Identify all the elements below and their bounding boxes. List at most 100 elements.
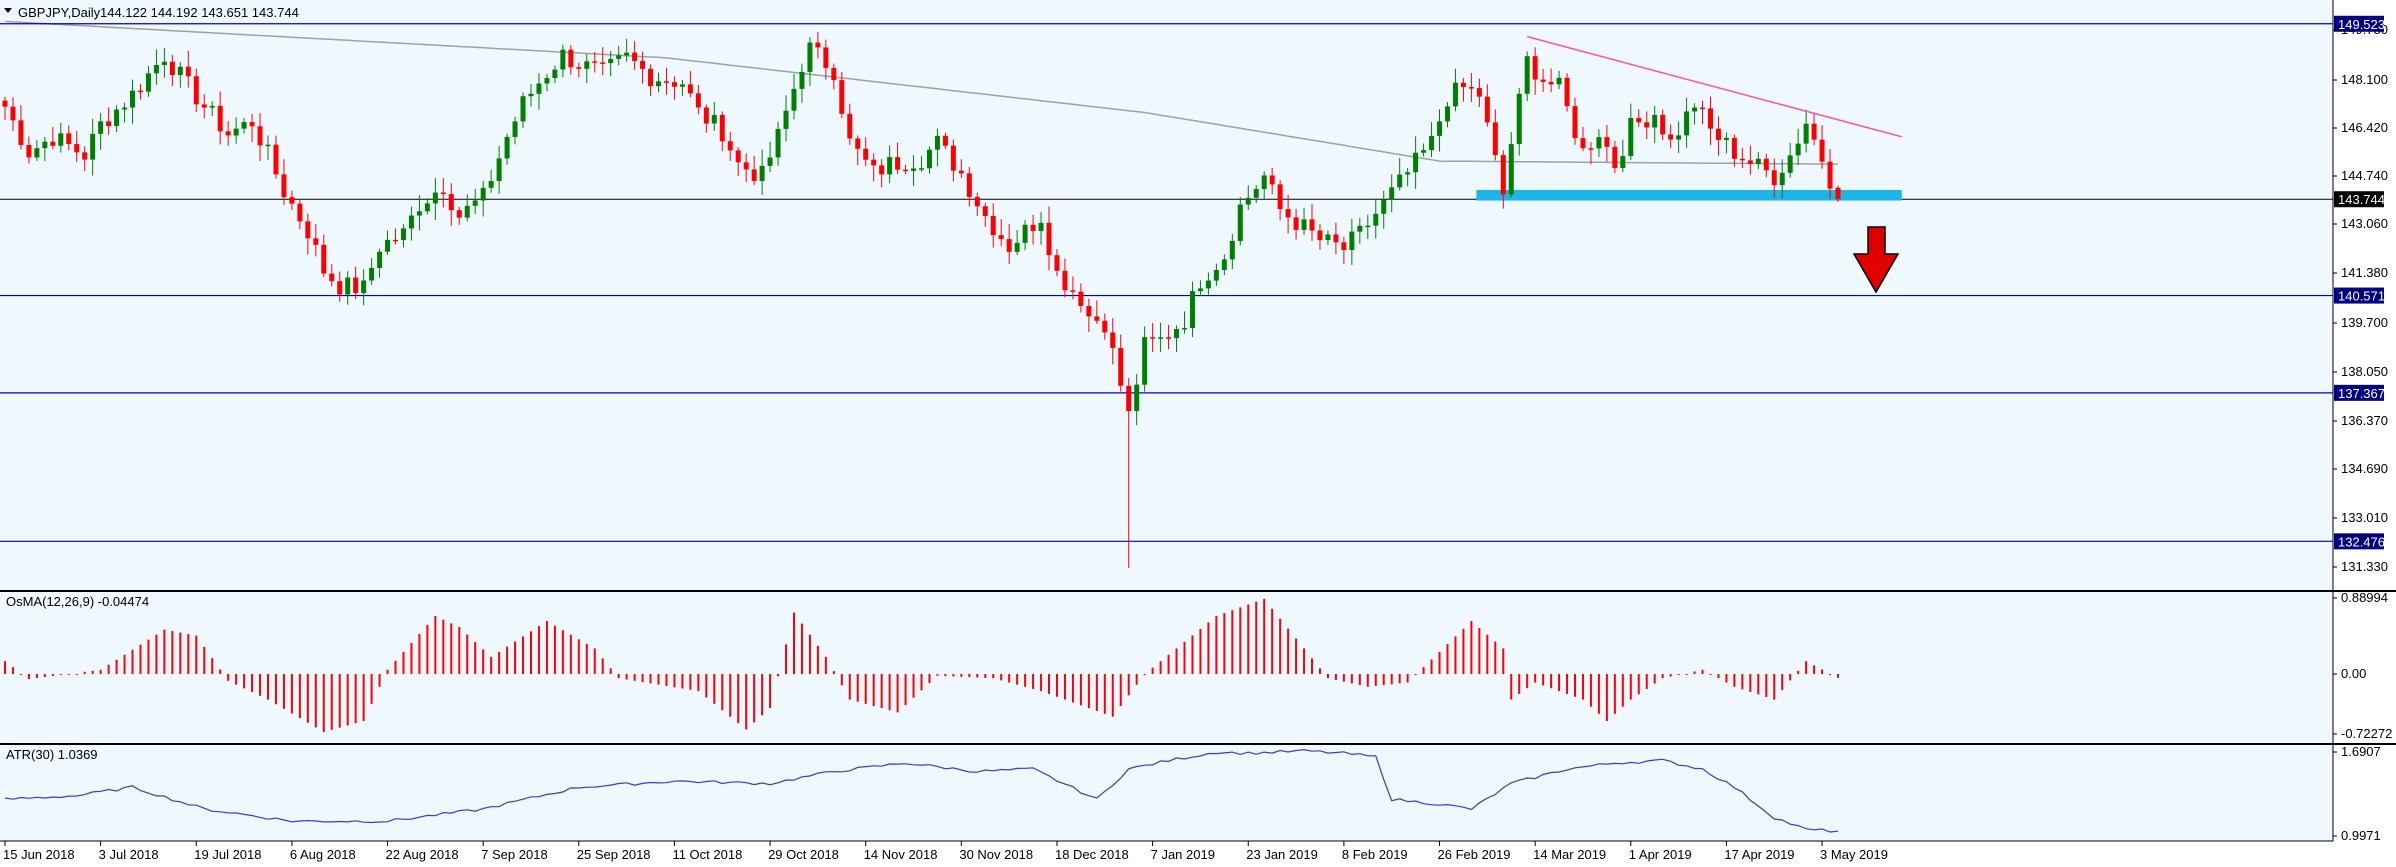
- candle[interactable]: [1596, 129, 1602, 157]
- candle[interactable]: [1508, 131, 1514, 198]
- down-arrow-icon[interactable]: [1852, 226, 1900, 294]
- candle[interactable]: [153, 49, 159, 85]
- candle[interactable]: [225, 121, 231, 146]
- candle[interactable]: [1771, 158, 1777, 198]
- candle[interactable]: [472, 188, 478, 214]
- candle[interactable]: [1245, 185, 1251, 210]
- candle[interactable]: [751, 155, 757, 186]
- candle[interactable]: [1166, 324, 1172, 350]
- candle[interactable]: [1700, 100, 1706, 125]
- candle[interactable]: [1460, 78, 1466, 102]
- candle[interactable]: [839, 71, 845, 119]
- candle[interactable]: [863, 137, 869, 167]
- candle[interactable]: [122, 102, 128, 123]
- candle[interactable]: [1030, 214, 1036, 245]
- candle[interactable]: [1723, 132, 1729, 154]
- candle[interactable]: [1755, 151, 1761, 170]
- candle[interactable]: [1078, 283, 1084, 313]
- candle[interactable]: [1612, 140, 1618, 174]
- candle[interactable]: [1142, 326, 1148, 392]
- candle[interactable]: [791, 74, 797, 120]
- candle[interactable]: [1261, 171, 1267, 201]
- candle[interactable]: [90, 118, 96, 176]
- candle[interactable]: [759, 149, 765, 195]
- candle[interactable]: [512, 116, 518, 145]
- candle[interactable]: [1484, 84, 1490, 127]
- candle[interactable]: [1572, 97, 1578, 145]
- candle[interactable]: [169, 54, 175, 87]
- candle[interactable]: [1684, 97, 1690, 148]
- candle[interactable]: [504, 133, 510, 165]
- candle[interactable]: [161, 47, 167, 78]
- candle[interactable]: [1588, 142, 1594, 165]
- candle[interactable]: [695, 84, 701, 115]
- candle[interactable]: [193, 68, 199, 113]
- candle[interactable]: [1134, 373, 1140, 426]
- candle[interactable]: [1620, 139, 1626, 173]
- candle[interactable]: [18, 105, 24, 150]
- candle[interactable]: [329, 264, 335, 287]
- candle[interactable]: [257, 112, 263, 162]
- candle[interactable]: [1094, 300, 1100, 324]
- candle[interactable]: [1325, 230, 1331, 245]
- candle[interactable]: [974, 192, 980, 217]
- candle[interactable]: [1237, 196, 1243, 246]
- candle[interactable]: [1221, 254, 1227, 276]
- candle[interactable]: [177, 61, 183, 88]
- candle[interactable]: [488, 169, 494, 193]
- candle[interactable]: [616, 45, 622, 66]
- candle[interactable]: [1197, 280, 1203, 297]
- candle[interactable]: [950, 139, 956, 182]
- candle[interactable]: [137, 83, 143, 100]
- candle[interactable]: [831, 63, 837, 90]
- candle[interactable]: [536, 73, 542, 110]
- candle[interactable]: [1811, 112, 1817, 146]
- candle[interactable]: [1229, 234, 1235, 270]
- candle[interactable]: [130, 79, 136, 124]
- candle[interactable]: [1006, 223, 1012, 264]
- candle[interactable]: [145, 65, 151, 97]
- candle[interactable]: [942, 132, 948, 150]
- candle[interactable]: [1421, 143, 1427, 157]
- candle[interactable]: [1062, 258, 1068, 298]
- candle[interactable]: [1827, 149, 1833, 200]
- candle[interactable]: [58, 122, 64, 153]
- candle[interactable]: [679, 79, 685, 96]
- candle[interactable]: [1516, 87, 1522, 156]
- candle[interactable]: [576, 62, 582, 78]
- candle[interactable]: [273, 135, 279, 179]
- candle[interactable]: [1150, 323, 1156, 352]
- candle[interactable]: [74, 130, 80, 163]
- candle[interactable]: [1293, 208, 1299, 240]
- candle[interactable]: [815, 31, 821, 59]
- candle[interactable]: [1779, 159, 1785, 199]
- candle[interactable]: [66, 125, 72, 151]
- candle[interactable]: [377, 248, 383, 278]
- candle[interactable]: [1317, 224, 1323, 250]
- candle[interactable]: [703, 104, 709, 133]
- candle[interactable]: [432, 177, 438, 221]
- candle[interactable]: [1644, 111, 1650, 140]
- candle[interactable]: [1819, 125, 1825, 169]
- candle[interactable]: [982, 202, 988, 227]
- candle[interactable]: [1301, 207, 1307, 235]
- candle[interactable]: [823, 39, 829, 80]
- candle[interactable]: [600, 47, 606, 76]
- candle[interactable]: [855, 135, 861, 166]
- candle[interactable]: [743, 153, 749, 183]
- candle[interactable]: [895, 142, 901, 174]
- candle[interactable]: [1803, 109, 1809, 153]
- candle[interactable]: [106, 107, 112, 135]
- candle[interactable]: [1413, 136, 1419, 189]
- candle[interactable]: [520, 92, 526, 128]
- candle[interactable]: [369, 258, 375, 285]
- candle[interactable]: [1524, 51, 1530, 102]
- candle[interactable]: [552, 65, 558, 84]
- candle[interactable]: [1205, 272, 1211, 295]
- candle[interactable]: [82, 146, 88, 172]
- candle[interactable]: [807, 37, 813, 86]
- atr-pane[interactable]: [0, 745, 2333, 841]
- candle[interactable]: [305, 213, 311, 255]
- candle[interactable]: [1277, 180, 1283, 221]
- candle[interactable]: [735, 147, 741, 177]
